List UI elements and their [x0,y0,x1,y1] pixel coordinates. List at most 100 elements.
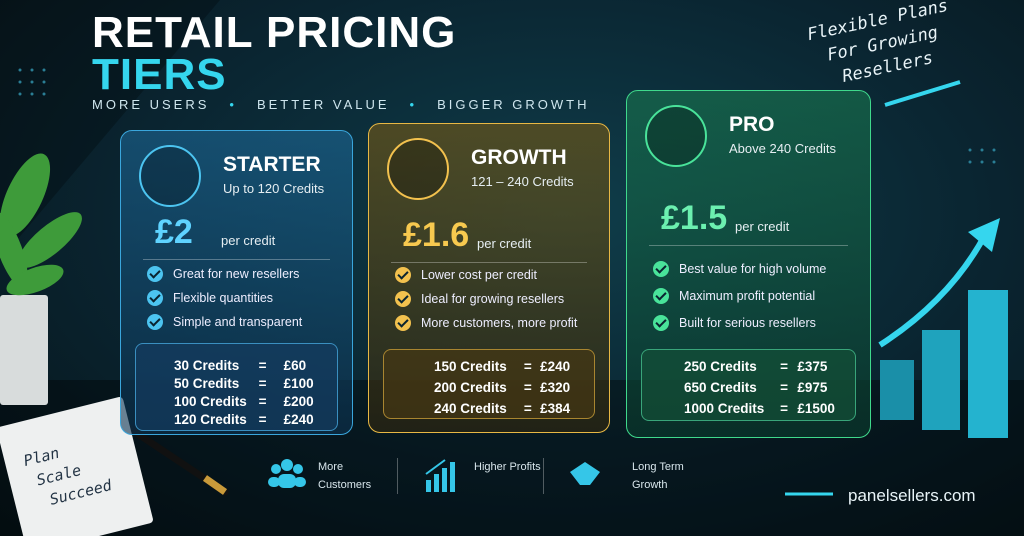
example-cell: 120 Credits [174,411,247,427]
example-cell: 240 Credits [434,401,507,416]
feature: Ideal for growing resellers [395,291,564,307]
feature-text: Great for new resellers [173,267,300,281]
example-cell: = [780,359,788,374]
example-cell: = [258,393,267,409]
feature-text: Ideal for growing resellers [421,292,565,306]
feature: Great for new resellers [147,266,299,282]
feature: Best value for high volume [653,261,826,277]
divider [391,262,587,263]
example-cell: 50 Credits [174,375,240,391]
check-icon [395,291,411,307]
example-row: 250 Credits = £375 [684,356,855,377]
example-row: 100 Credits = £200 [174,392,337,410]
examples-box: 150 Credits = £240 200 Credits = £320 240 Cred… [383,349,595,419]
example-cell: £200 [283,393,314,409]
tier-name: PRO [729,113,775,136]
feature-text: Maximum profit potential [679,289,816,303]
example-cell: = [258,411,267,427]
benefit-label: More Customers [318,461,372,491]
example-cell: 1000 Credits [684,401,765,416]
benefit-separator [543,458,544,494]
separator-dot: • [409,97,418,112]
feature-text: Best value for high volume [679,262,827,276]
feature-text: Simple and transparent [173,315,303,329]
feature: More customers, more profit [395,315,577,331]
check-icon [395,267,411,283]
example-cell: 650 Credits [684,380,757,395]
example-row: 240 Credits = £384 [434,398,594,419]
tier-unit: per credit [477,236,532,251]
check-icon [653,315,669,331]
tier-icon [387,138,449,200]
example-cell: 250 Credits [684,359,757,374]
example-cell: = [258,357,267,373]
example-row: 120 Credits = £240 [174,410,337,428]
tier-name: STARTER [223,153,321,176]
feature-text: More customers, more profit [421,316,578,330]
tier-card: GROWTH 121 – 240 Credits £1.6 per credit Low… [368,123,610,433]
example-cell: = [523,380,532,395]
tier-unit: per credit [735,219,790,234]
benefit-label: Long Term Growth [632,461,684,491]
example-cell: £100 [283,375,314,391]
tagline: MORE USERS • BETTER VALUE • BIGGER GROWTH [92,97,589,112]
example-cell: = [523,401,532,416]
tier-range: Up to 120 Credits [223,181,325,196]
example-cell: = [780,401,788,416]
tagline-item: BETTER VALUE [256,97,390,112]
example-cell: £384 [540,401,571,416]
tier-card: PRO Above 240 Credits £1.5 per credit Best v… [626,90,871,438]
website: panelsellers.com [848,486,976,505]
tier-price: £1.5 [661,199,728,237]
tagline-item: BIGGER GROWTH [437,97,590,112]
check-icon [395,315,411,331]
check-icon [653,288,669,304]
benefit-label: Higher Profits [474,461,541,473]
example-row: 30 Credits = £60 [174,356,337,374]
example-cell: 150 Credits [434,359,507,374]
examples-box: 30 Credits = £60 50 Credits = £100 100 Credits… [135,343,338,431]
tier-icon [139,145,201,207]
tier-icon [645,105,707,167]
example-cell: £375 [797,359,828,374]
example-cell: 30 Credits [174,357,240,373]
example-cell: £1500 [797,401,835,416]
tier-price: £2 [155,213,193,251]
check-icon [147,290,163,306]
example-cell: £240 [540,359,571,374]
tier-name: GROWTH [471,146,567,169]
tier-range: Above 240 Credits [729,141,836,156]
example-row: 1000 Credits = £1500 [684,398,855,419]
example-cell: = [523,359,532,374]
feature: Built for serious resellers [653,315,816,331]
feature-text: Flexible quantities [173,291,274,305]
feature: Lower cost per credit [395,267,537,283]
tier-price: £1.6 [403,216,470,254]
title: RETAIL PRICING [92,8,457,57]
example-row: 200 Credits = £320 [434,377,594,398]
divider [143,259,330,260]
tagline-item: MORE USERS [92,97,210,112]
example-cell: 200 Credits [434,380,507,395]
check-icon [147,314,163,330]
feature-text: Built for serious resellers [679,316,816,330]
example-cell: = [780,380,788,395]
feature: Maximum profit potential [653,288,815,304]
example-cell: £320 [540,380,571,395]
title-accent: TIERS [92,50,227,99]
example-cell: £240 [283,411,314,427]
tier-range: 121 – 240 Credits [471,174,574,189]
example-row: 150 Credits = £240 [434,356,594,377]
example-cell: = [258,375,267,391]
divider [649,245,848,246]
example-row: 50 Credits = £100 [174,374,337,392]
examples-box: 250 Credits = £375 650 Credits = £975 1000 Cre… [641,349,856,421]
feature-text: Lower cost per credit [421,268,538,282]
tier-unit: per credit [221,233,276,248]
tier-card: STARTER Up to 120 Credits £2 per credit Grea… [120,130,353,435]
example-row: 650 Credits = £975 [684,377,855,398]
example-cell: £975 [797,380,828,395]
check-icon [147,266,163,282]
benefit-separator [397,458,398,494]
